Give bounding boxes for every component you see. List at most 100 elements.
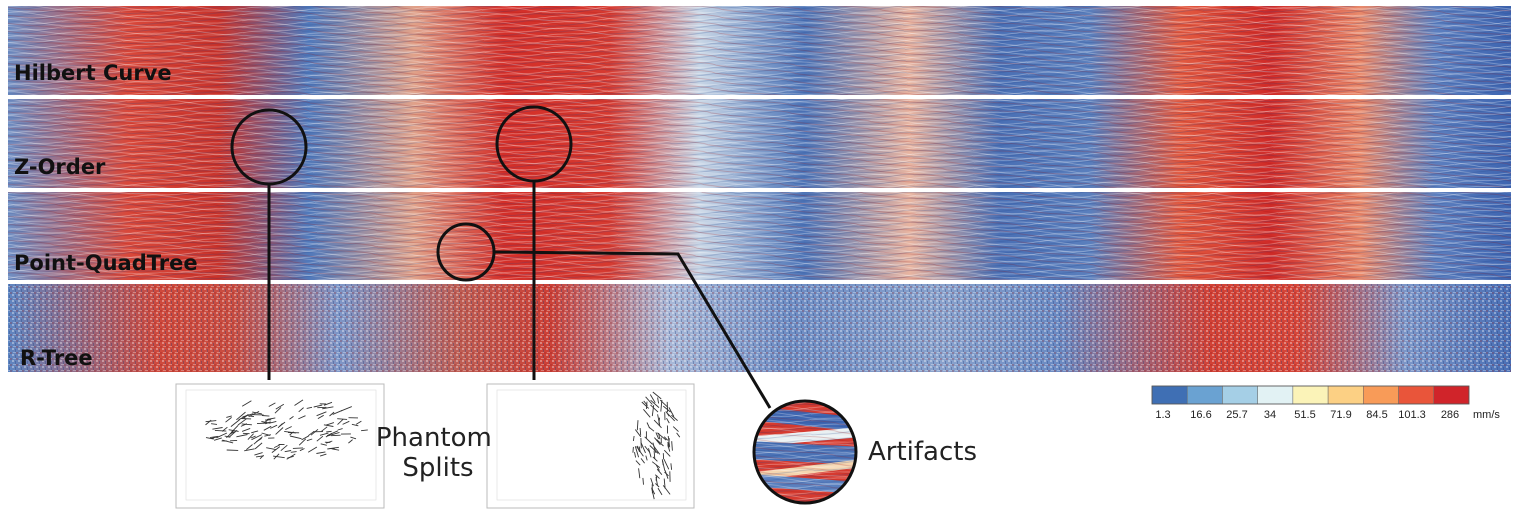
colorbar-tick-label: 71.9 xyxy=(1330,409,1351,421)
vector-mark xyxy=(671,414,678,421)
colorbar-cell xyxy=(1433,385,1470,405)
vector-mark xyxy=(319,432,329,436)
vector-mark xyxy=(205,437,214,440)
vector-mark xyxy=(316,435,324,442)
vector-mark xyxy=(652,391,662,400)
vector-mark xyxy=(310,428,319,436)
vector-mark xyxy=(263,425,272,431)
vector-mark xyxy=(212,427,223,430)
vector-mark xyxy=(651,461,661,469)
vector-mark xyxy=(321,426,328,432)
band-point-quadtree: Point-QuadTree xyxy=(8,192,1511,280)
vector-mark xyxy=(236,434,248,438)
vector-mark xyxy=(290,451,297,453)
vector-mark xyxy=(657,414,661,426)
vector-mark xyxy=(649,394,656,404)
vector-mark xyxy=(284,450,292,453)
vector-mark xyxy=(351,423,359,427)
band-label-point-quadtree: Point-QuadTree xyxy=(14,251,198,275)
vector-mark xyxy=(643,409,651,418)
colorbar-cell xyxy=(1257,385,1294,405)
vector-mark xyxy=(671,441,673,451)
vector-mark xyxy=(645,396,653,405)
vector-mark xyxy=(292,447,304,449)
vector-mark xyxy=(241,400,252,407)
vector-mark xyxy=(663,405,671,413)
vector-mark xyxy=(308,430,315,436)
vector-mark xyxy=(642,477,644,485)
vector-mark xyxy=(320,443,327,446)
vector-mark xyxy=(651,405,655,417)
vector-mark xyxy=(323,424,334,427)
vector-mark xyxy=(656,468,663,475)
vector-mark xyxy=(663,436,669,441)
vector-mark xyxy=(273,453,280,460)
bands: Hilbert Curve Z-Order Point-QuadTree R-T… xyxy=(8,6,1511,372)
vector-mark xyxy=(214,429,227,432)
vector-mark xyxy=(348,439,353,444)
vector-mark xyxy=(298,438,307,446)
vector-mark xyxy=(254,442,263,450)
vector-mark xyxy=(634,429,642,438)
vector-mark xyxy=(205,419,212,426)
colorbar: 1.3 16.6 25.7 34 51.5 71.9 84.5 101.3 286 mm/s xyxy=(1151,385,1500,421)
vector-mark xyxy=(322,406,334,410)
vector-mark xyxy=(657,432,667,441)
vector-mark xyxy=(635,460,641,466)
colorbar-cell xyxy=(1327,385,1364,405)
vector-mark xyxy=(274,444,280,449)
artifacts-label: Artifacts xyxy=(868,437,977,467)
vector-mark xyxy=(241,427,251,432)
vector-mark xyxy=(211,436,217,440)
vector-mark xyxy=(638,468,641,479)
vector-mark xyxy=(332,409,343,415)
vector-mark xyxy=(316,451,326,454)
vector-mark xyxy=(263,418,270,424)
vector-mark xyxy=(645,455,648,461)
vector-mark xyxy=(213,437,222,441)
vector-mark xyxy=(663,458,670,470)
vector-mark xyxy=(667,413,676,422)
vector-mark xyxy=(289,435,302,440)
band-label-r-tree: R-Tree xyxy=(20,346,93,370)
vector-mark xyxy=(266,447,276,451)
vector-mark xyxy=(663,449,671,457)
vector-mark xyxy=(316,411,327,417)
vector-mark xyxy=(229,431,236,435)
vector-mark xyxy=(654,437,661,446)
vector-mark xyxy=(652,456,658,462)
vector-mark xyxy=(250,435,256,439)
vector-mark xyxy=(648,448,652,458)
band-label-z-order: Z-Order xyxy=(14,155,106,179)
vector-mark xyxy=(210,435,219,439)
vector-mark xyxy=(650,399,660,408)
vector-mark xyxy=(657,487,663,496)
vector-mark xyxy=(264,434,272,437)
callouts xyxy=(230,105,772,409)
vector-mark xyxy=(650,404,659,413)
vector-mark xyxy=(634,452,637,458)
colorbar-cell xyxy=(1363,385,1399,405)
vector-mark xyxy=(640,442,646,454)
vector-mark xyxy=(636,420,639,431)
vector-mark xyxy=(289,416,294,420)
vector-mark xyxy=(228,429,238,438)
vector-mark xyxy=(657,397,660,404)
vector-mark xyxy=(355,420,362,425)
band-label-hilbert-curve: Hilbert Curve xyxy=(14,61,172,85)
vector-mark xyxy=(641,401,650,409)
colorbar-cell xyxy=(1222,385,1258,405)
colorbar-tick-label: 51.5 xyxy=(1294,409,1315,421)
vector-mark xyxy=(664,471,669,477)
callout-line-artifact xyxy=(493,250,772,409)
vector-mark xyxy=(676,432,681,438)
vector-mark xyxy=(285,426,292,431)
colorbar-tick-label: 34 xyxy=(1264,409,1276,421)
vector-mark xyxy=(653,419,662,429)
vector-mark xyxy=(230,419,240,427)
vector-mark xyxy=(326,430,332,433)
band-r-tree: R-Tree xyxy=(8,284,1511,372)
vector-mark xyxy=(251,434,262,441)
vector-mark xyxy=(236,411,246,421)
vector-mark xyxy=(662,485,671,495)
